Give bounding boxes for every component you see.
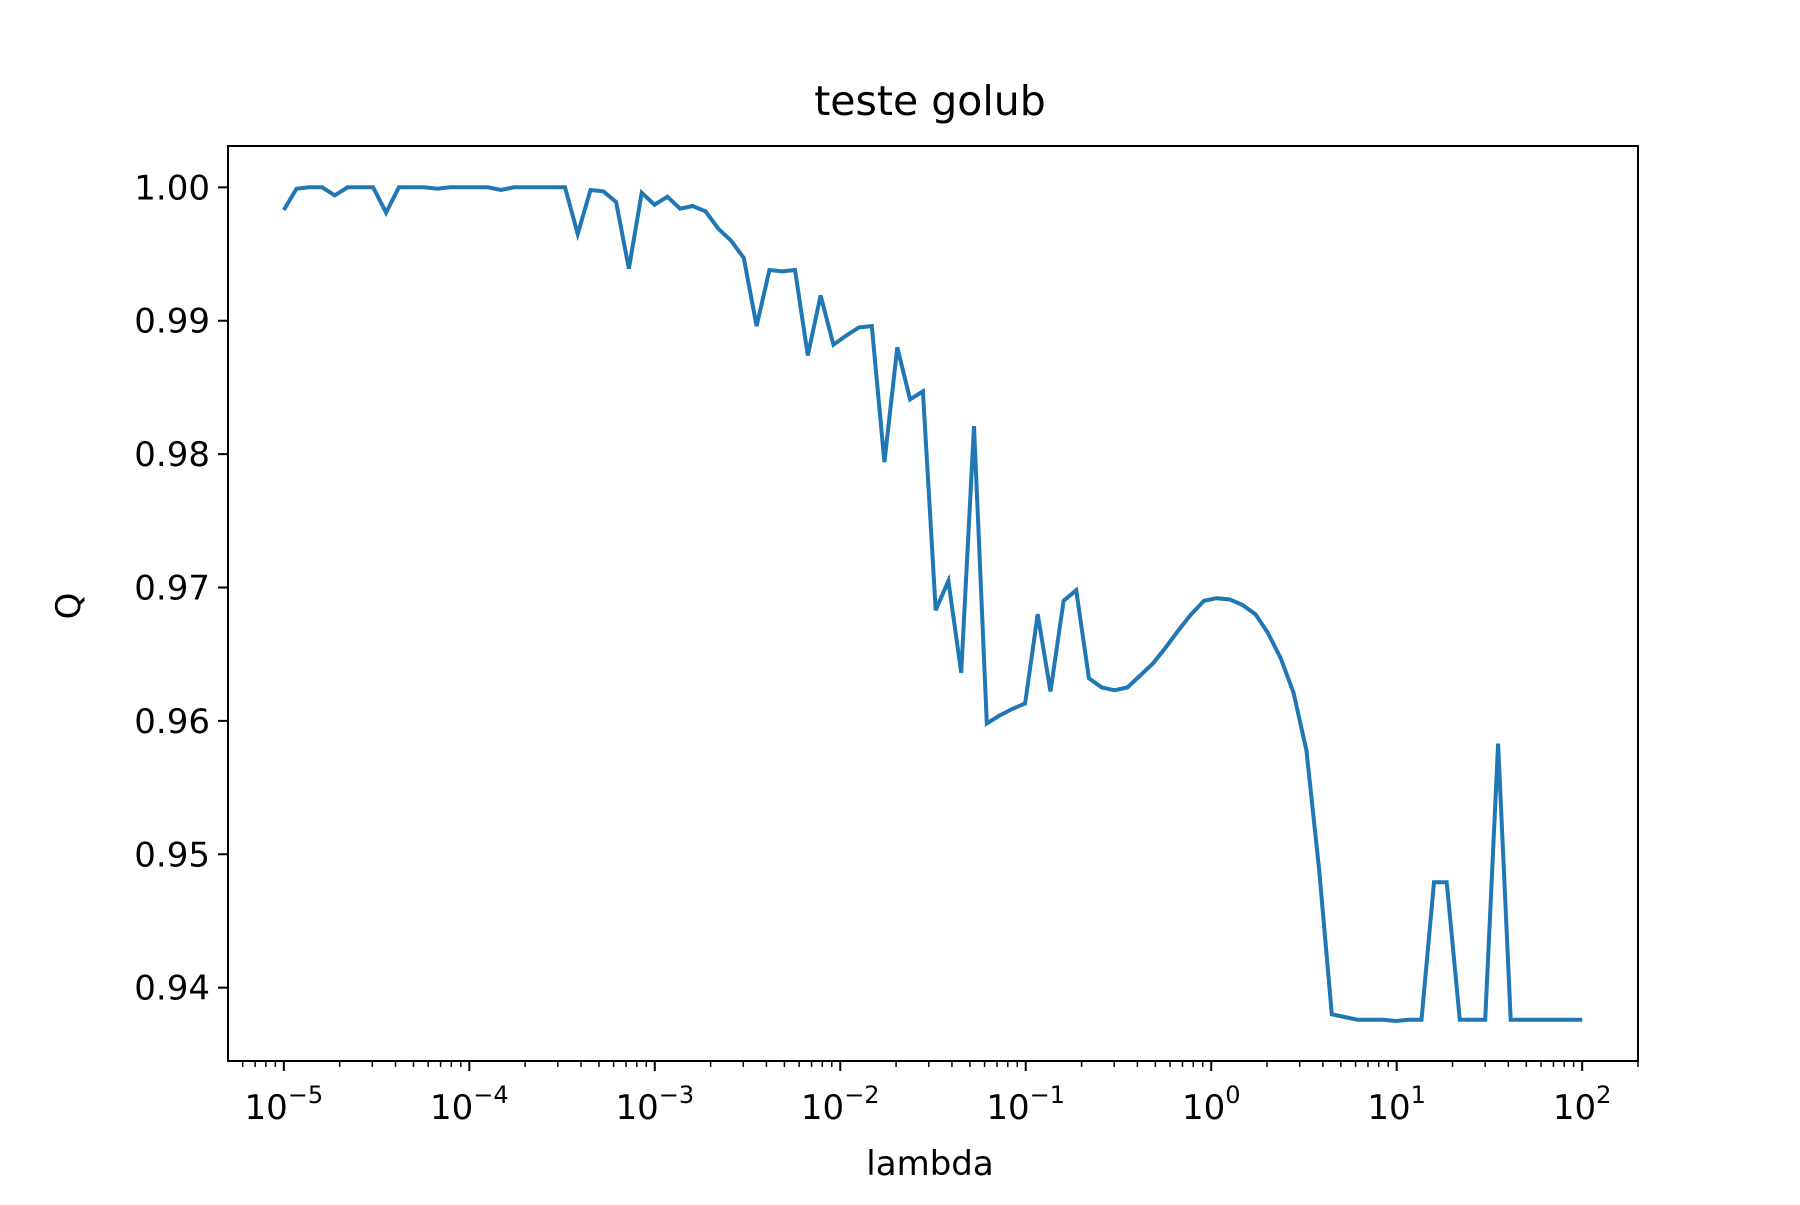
x-tick-label: 10−2	[801, 1081, 880, 1128]
series-line	[282, 185, 1583, 1024]
x-tick-base: 10	[245, 1088, 288, 1128]
x-tick-label: 102	[1553, 1081, 1612, 1128]
plot-area-frame	[227, 145, 1639, 1062]
x-tick-base: 10	[801, 1088, 844, 1128]
x-tick-exponent: −2	[844, 1081, 879, 1109]
y-tick-label: 0.96	[134, 702, 210, 742]
x-tick-base: 10	[1182, 1088, 1225, 1128]
x-tick-exponent: −1	[1030, 1081, 1065, 1109]
x-tick-base: 10	[1367, 1088, 1410, 1128]
x-tick-base: 10	[430, 1088, 473, 1128]
x-tick-exponent: 0	[1225, 1081, 1240, 1109]
y-axis-label: Q	[49, 593, 89, 620]
y-tick-label: 0.95	[134, 835, 210, 875]
y-tick-label: 0.94	[134, 969, 210, 1009]
x-tick-label: 101	[1367, 1081, 1426, 1128]
y-tick-label: 0.98	[134, 435, 210, 475]
x-tick-exponent: 2	[1596, 1081, 1611, 1109]
y-tick-label: 1.00	[134, 168, 210, 208]
x-tick-label: 10−3	[615, 1081, 694, 1128]
x-tick-exponent: −3	[659, 1081, 694, 1109]
x-tick-exponent: −5	[288, 1081, 323, 1109]
x-tick-base: 10	[1553, 1088, 1596, 1128]
x-tick-exponent: −4	[473, 1081, 508, 1109]
x-tick-exponent: 1	[1411, 1081, 1426, 1109]
y-tick-label: 0.99	[134, 302, 210, 342]
x-tick-label: 10−1	[986, 1081, 1065, 1128]
y-tick-label: 0.97	[134, 568, 210, 608]
chart-title: teste golub	[814, 77, 1046, 125]
x-axis-label: lambda	[866, 1144, 993, 1184]
x-tick-label: 10−5	[245, 1081, 324, 1128]
x-tick-label: 100	[1182, 1081, 1241, 1128]
x-tick-label: 10−4	[430, 1081, 509, 1128]
x-tick-base: 10	[986, 1088, 1029, 1128]
plot-data-layer	[282, 185, 1583, 1024]
x-tick-base: 10	[615, 1088, 658, 1128]
